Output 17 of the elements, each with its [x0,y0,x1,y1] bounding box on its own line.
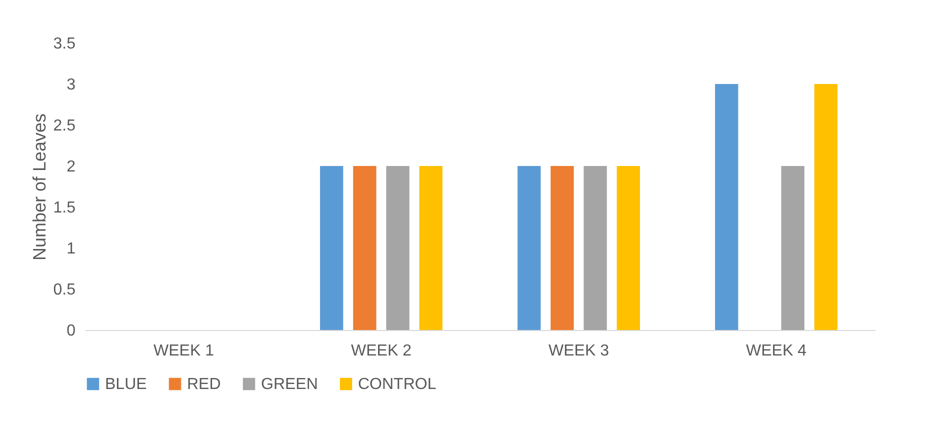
y-tick-label: 2.5 [53,118,76,134]
y-tick-label: 3.5 [53,36,76,52]
y-tick-label: 0.5 [53,282,76,298]
x-tick-label: WEEK 3 [548,342,610,360]
x-tick-label: WEEK 4 [746,342,807,360]
x-tick-label: WEEK 2 [351,342,412,360]
y-tick-label: 1.5 [53,200,76,216]
legend-label: BLUE [105,376,147,393]
legend-label: CONTROL [358,376,436,393]
y-tick-label: 0 [66,322,76,340]
y-tick-label: 3 [66,76,76,94]
y-axis-title: Number of Leaves [29,113,50,261]
legend-label: GREEN [261,376,318,393]
y-tick-label: 1 [66,240,76,258]
legend-label: RED [187,376,221,393]
y-tick-label: 2 [66,158,76,176]
x-tick-label: WEEK 1 [154,342,214,360]
